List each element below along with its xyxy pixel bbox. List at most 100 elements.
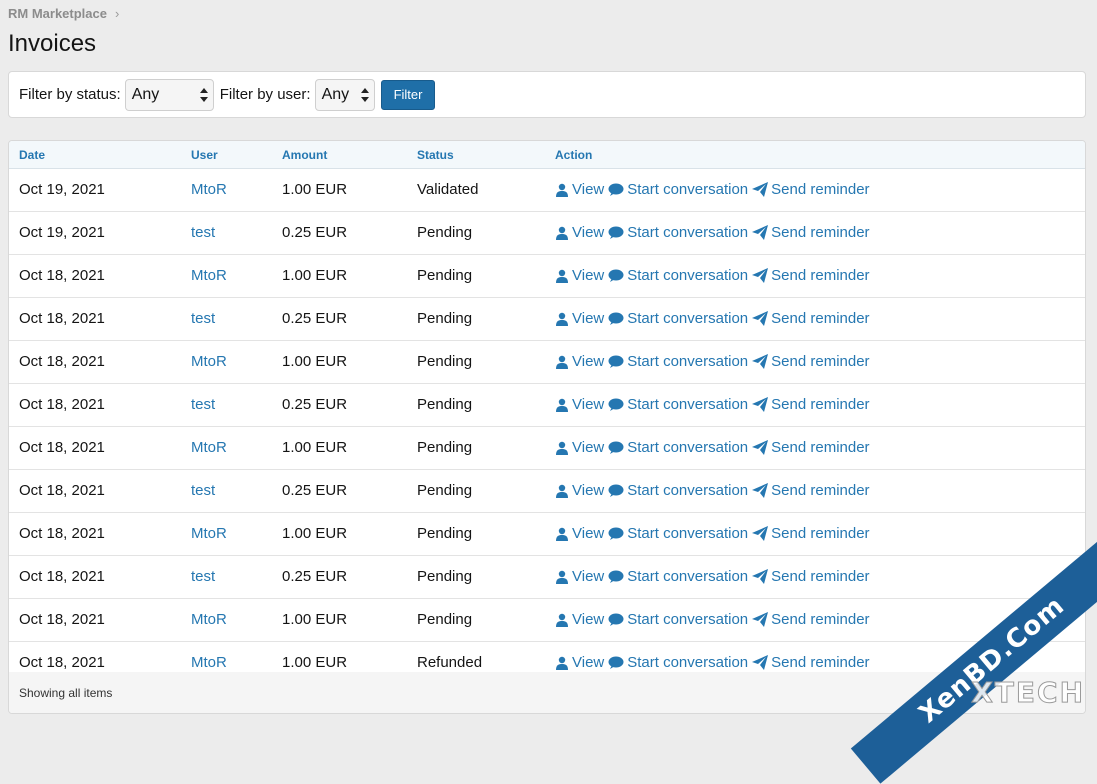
send-reminder-link[interactable]: Send reminder [752, 482, 870, 499]
send-reminder-link[interactable]: Send reminder [752, 611, 870, 628]
send-reminder-link[interactable]: Send reminder [752, 224, 870, 241]
column-header-amount[interactable]: Amount [282, 148, 328, 162]
user-icon [555, 355, 572, 369]
invoice-user-link[interactable]: MtoR [191, 353, 227, 370]
invoice-user-link[interactable]: test [191, 224, 216, 241]
paper-plane-icon [752, 569, 771, 584]
invoice-date: Oct 18, 2021 [19, 482, 105, 499]
start-conversation-link[interactable]: Start conversation [608, 267, 748, 284]
start-conversation-link[interactable]: Start conversation [608, 654, 748, 671]
select-arrows-icon [199, 87, 208, 102]
table-row: Oct 19, 2021 MtoR 1.00 EUR Validated View Sta… [9, 169, 1085, 212]
view-label: View [572, 224, 605, 241]
invoice-user-link[interactable]: MtoR [191, 525, 227, 542]
view-link[interactable]: View [555, 482, 604, 499]
start-conversation-label: Start conversation [627, 353, 749, 370]
view-link[interactable]: View [555, 396, 604, 413]
paper-plane-icon [752, 225, 771, 240]
view-link[interactable]: View [555, 439, 604, 456]
paper-plane-icon [752, 311, 771, 326]
start-conversation-label: Start conversation [627, 439, 749, 456]
send-reminder-label: Send reminder [771, 654, 870, 671]
user-icon [555, 484, 572, 498]
comment-icon [608, 570, 627, 584]
invoice-user-link[interactable]: MtoR [191, 439, 227, 456]
table-row: Oct 18, 2021 MtoR 1.00 EUR Pending View Start… [9, 255, 1085, 298]
column-header-user[interactable]: User [191, 148, 218, 162]
column-header-status[interactable]: Status [417, 148, 454, 162]
invoice-date: Oct 18, 2021 [19, 525, 105, 542]
start-conversation-link[interactable]: Start conversation [608, 439, 748, 456]
invoice-user-link[interactable]: test [191, 482, 216, 499]
start-conversation-link[interactable]: Start conversation [608, 568, 748, 585]
invoice-status: Pending [417, 267, 473, 284]
row-actions: View Start conversation Send reminder [555, 224, 874, 241]
invoice-user-link[interactable]: MtoR [191, 181, 227, 198]
table-row: Oct 18, 2021 test 0.25 EUR Pending View Start… [9, 384, 1085, 427]
view-link[interactable]: View [555, 568, 604, 585]
send-reminder-link[interactable]: Send reminder [752, 654, 870, 671]
filter-button[interactable]: Filter [380, 79, 436, 110]
invoice-user-link[interactable]: MtoR [191, 611, 227, 628]
send-reminder-link[interactable]: Send reminder [752, 568, 870, 585]
start-conversation-link[interactable]: Start conversation [608, 353, 748, 370]
invoice-date: Oct 18, 2021 [19, 611, 105, 628]
view-label: View [572, 482, 605, 499]
start-conversation-link[interactable]: Start conversation [608, 310, 748, 327]
send-reminder-link[interactable]: Send reminder [752, 396, 870, 413]
user-icon [555, 613, 572, 627]
invoice-user-link[interactable]: MtoR [191, 267, 227, 284]
invoice-status: Pending [417, 439, 473, 456]
breadcrumb-root-link[interactable]: RM Marketplace [8, 6, 107, 21]
page-title: Invoices [8, 30, 97, 57]
user-icon [555, 269, 572, 283]
start-conversation-link[interactable]: Start conversation [608, 611, 748, 628]
send-reminder-link[interactable]: Send reminder [752, 267, 870, 284]
invoice-date: Oct 18, 2021 [19, 310, 105, 327]
start-conversation-label: Start conversation [627, 181, 749, 198]
send-reminder-link[interactable]: Send reminder [752, 310, 870, 327]
comment-icon [608, 183, 627, 197]
invoice-user-link[interactable]: test [191, 568, 216, 585]
comment-icon [608, 613, 627, 627]
start-conversation-link[interactable]: Start conversation [608, 224, 748, 241]
invoice-user-link[interactable]: test [191, 310, 216, 327]
invoice-user-link[interactable]: MtoR [191, 654, 227, 671]
send-reminder-link[interactable]: Send reminder [752, 353, 870, 370]
paper-plane-icon [752, 440, 771, 455]
column-header-action: Action [555, 148, 593, 162]
invoice-amount: 0.25 EUR [282, 568, 348, 585]
start-conversation-link[interactable]: Start conversation [608, 482, 748, 499]
comment-icon [608, 312, 627, 326]
view-link[interactable]: View [555, 654, 604, 671]
view-label: View [572, 611, 605, 628]
comment-icon [608, 656, 627, 670]
invoice-user-link[interactable]: test [191, 396, 216, 413]
view-link[interactable]: View [555, 181, 604, 198]
start-conversation-link[interactable]: Start conversation [608, 181, 748, 198]
send-reminder-link[interactable]: Send reminder [752, 181, 870, 198]
paper-plane-icon [752, 182, 771, 197]
start-conversation-link[interactable]: Start conversation [608, 396, 748, 413]
column-header-date[interactable]: Date [19, 148, 46, 162]
view-link[interactable]: View [555, 224, 604, 241]
invoice-status: Pending [417, 396, 473, 413]
user-icon [555, 312, 572, 326]
table-header: Date User Amount Status Action [9, 141, 1085, 169]
start-conversation-label: Start conversation [627, 267, 749, 284]
invoice-amount: 1.00 EUR [282, 267, 348, 284]
view-link[interactable]: View [555, 267, 604, 284]
status-filter-label: Filter by status: [19, 86, 121, 103]
invoice-amount: 1.00 EUR [282, 525, 348, 542]
table-row: Oct 18, 2021 test 0.25 EUR Pending View Start… [9, 298, 1085, 341]
user-filter-select[interactable]: Any [314, 78, 375, 111]
user-filter-value: Any [321, 85, 350, 103]
view-link[interactable]: View [555, 310, 604, 327]
send-reminder-link[interactable]: Send reminder [752, 525, 870, 542]
view-link[interactable]: View [555, 611, 604, 628]
send-reminder-link[interactable]: Send reminder [752, 439, 870, 456]
start-conversation-link[interactable]: Start conversation [608, 525, 748, 542]
status-filter-select[interactable]: Any [124, 78, 214, 111]
view-link[interactable]: View [555, 353, 604, 370]
view-link[interactable]: View [555, 525, 604, 542]
